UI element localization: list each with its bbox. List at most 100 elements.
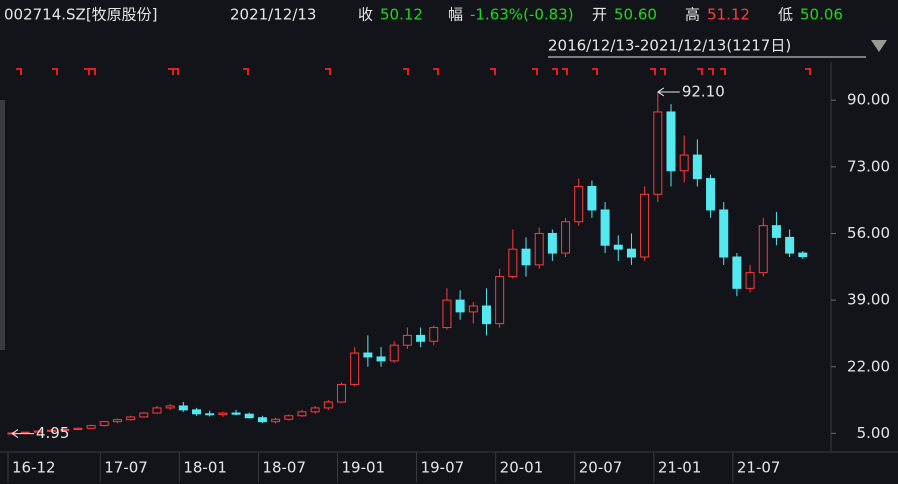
candle-body xyxy=(758,225,768,274)
candle-body xyxy=(692,154,702,180)
candle-body xyxy=(771,225,781,238)
x-tick-label: 21-01 xyxy=(658,459,702,477)
x-tick-label: 20-01 xyxy=(500,459,544,477)
y-tick-label: 73.00 xyxy=(847,157,890,175)
candle-body xyxy=(363,352,373,358)
y-tick-label: 22.00 xyxy=(847,357,890,375)
x-tick-label: 16-12 xyxy=(12,459,56,477)
min-arrow xyxy=(11,429,34,439)
candle-body xyxy=(47,429,57,432)
event-flag xyxy=(84,68,90,75)
candle-body xyxy=(33,430,43,433)
candle-body xyxy=(587,185,597,211)
low-label: 低 xyxy=(778,6,793,24)
event-flag xyxy=(325,68,331,75)
event-flag xyxy=(592,68,598,75)
x-tick-label: 18-07 xyxy=(262,459,306,477)
y-tick-label: 56.00 xyxy=(847,224,890,242)
candle-body xyxy=(561,221,571,254)
close-label: 收 xyxy=(358,6,373,24)
candle-body xyxy=(244,413,254,419)
candle-body xyxy=(20,431,30,434)
candle-body xyxy=(798,252,808,258)
event-flag xyxy=(16,68,22,75)
candle-body xyxy=(73,427,83,430)
event-flag xyxy=(52,68,58,75)
candle-body xyxy=(126,416,136,421)
candle-body xyxy=(257,417,267,423)
event-flags xyxy=(16,68,811,75)
stock-code: 002714.SZ[牧原股份] xyxy=(4,6,158,24)
event-flag xyxy=(697,68,703,75)
left-band xyxy=(0,100,5,350)
candle-body xyxy=(666,111,676,172)
candle-body xyxy=(337,383,346,403)
candle-body xyxy=(521,248,531,266)
candle-body xyxy=(376,356,386,362)
x-tick-label: 17-07 xyxy=(104,459,148,477)
candle-body xyxy=(600,209,610,246)
candle-body xyxy=(178,405,188,411)
candle-body xyxy=(402,334,412,346)
x-tick-label: 19-01 xyxy=(342,459,386,477)
candle-body xyxy=(534,232,544,266)
candle-body xyxy=(640,193,650,258)
candle-body xyxy=(653,111,663,195)
candle-body xyxy=(112,419,122,423)
candle-body xyxy=(429,327,439,342)
candle-body xyxy=(508,248,518,278)
date-range[interactable]: 2016/12/13-2021/12/13(1217日) xyxy=(548,37,791,55)
event-flag xyxy=(403,68,409,75)
change-value: -1.63%(-0.83) xyxy=(470,6,574,24)
candle-body xyxy=(284,415,294,420)
event-flag xyxy=(660,68,666,75)
candle-body xyxy=(416,334,426,342)
candle-body xyxy=(271,418,281,423)
event-flag xyxy=(173,68,179,75)
candle-body xyxy=(205,413,215,416)
candle-body xyxy=(745,272,755,289)
candle-body xyxy=(785,236,795,254)
candle-body xyxy=(165,405,175,409)
candle-body xyxy=(99,421,109,427)
event-flag xyxy=(650,68,656,75)
date: 2021/12/13 xyxy=(230,6,316,24)
candle-body xyxy=(297,411,307,417)
event-flag xyxy=(805,68,811,75)
candle-body xyxy=(547,232,557,254)
max-annotation: 92.10 xyxy=(682,82,725,100)
event-flag xyxy=(490,68,496,75)
event-flag xyxy=(720,68,726,75)
candle-body xyxy=(481,305,491,325)
candle-body xyxy=(310,407,320,413)
candle-body xyxy=(86,425,96,429)
candle-body xyxy=(192,409,202,415)
max-arrow xyxy=(657,87,680,97)
low-value: 50.06 xyxy=(800,6,843,24)
dropdown-arrow[interactable] xyxy=(871,40,887,52)
x-tick-label: 19-07 xyxy=(421,459,465,477)
y-tick-label: 5.00 xyxy=(857,424,890,442)
high-value: 51.12 xyxy=(707,6,750,24)
candle-body xyxy=(139,412,149,418)
x-tick-label: 20-07 xyxy=(579,459,623,477)
candle-body xyxy=(389,344,399,362)
x-tick-label: 18-01 xyxy=(183,459,227,477)
candle-body xyxy=(350,352,360,385)
candle-body xyxy=(323,401,333,409)
event-flag xyxy=(243,68,249,75)
candle-body xyxy=(613,244,623,250)
candle-body xyxy=(442,299,452,329)
candle-body xyxy=(455,299,465,313)
event-flag xyxy=(168,68,174,75)
open-label: 开 xyxy=(592,6,607,24)
event-flag xyxy=(552,68,558,75)
event-flag xyxy=(433,68,439,75)
change-label: 幅 xyxy=(448,6,463,24)
candle-body xyxy=(152,407,162,414)
y-tick-label: 39.00 xyxy=(847,291,890,309)
close-value: 50.12 xyxy=(380,6,423,24)
y-tick-label: 90.00 xyxy=(847,91,890,109)
candle-body xyxy=(732,256,742,289)
